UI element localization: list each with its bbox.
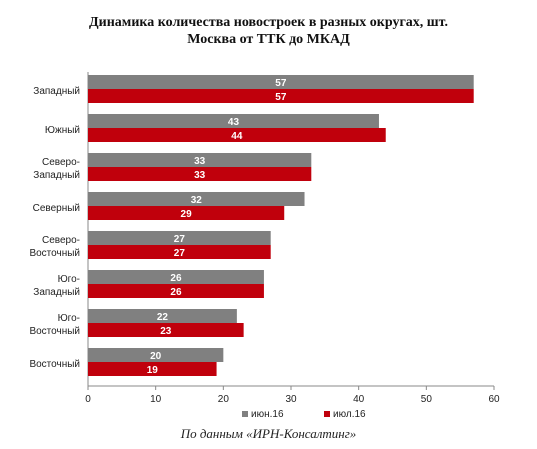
bar <box>88 245 271 259</box>
data-label: 33 <box>194 170 206 181</box>
category-label: Юго- <box>58 274 80 285</box>
category-label: Восточный <box>29 326 80 337</box>
x-tick-label: 40 <box>353 394 365 405</box>
data-label: 22 <box>157 312 169 323</box>
legend-swatch <box>324 411 330 417</box>
data-label: 19 <box>147 365 159 376</box>
bar <box>88 206 285 220</box>
category-label: Северный <box>33 203 80 214</box>
category-label: Северо- <box>42 157 80 168</box>
source-note: По данным «ИРН-Консалтинг» <box>180 426 357 441</box>
legend-label: июн.16 <box>251 409 284 420</box>
bar <box>88 89 474 103</box>
x-tick-label: 30 <box>285 394 297 405</box>
x-tick-label: 20 <box>218 394 230 405</box>
bar <box>88 114 379 128</box>
category-label: Восточный <box>29 359 80 370</box>
bar <box>88 192 305 206</box>
bar <box>88 348 224 362</box>
data-label: 29 <box>181 209 193 220</box>
bar <box>88 270 264 284</box>
data-label: 27 <box>174 234 186 245</box>
bar <box>88 323 244 337</box>
legend-swatch <box>242 411 248 417</box>
data-label: 23 <box>160 326 172 337</box>
data-label: 57 <box>275 78 287 89</box>
chart-subtitle: Москва от ТТК до МКАД <box>187 32 350 47</box>
data-label: 26 <box>170 287 182 298</box>
data-label: 44 <box>231 131 243 142</box>
data-label: 43 <box>228 117 240 128</box>
category-label: Западный <box>33 287 80 298</box>
category-label: Южный <box>45 125 80 136</box>
bar <box>88 362 217 376</box>
data-label: 20 <box>150 351 162 362</box>
x-tick-label: 10 <box>150 394 162 405</box>
data-label: 27 <box>174 248 186 259</box>
category-label: Юго- <box>58 313 80 324</box>
category-label: Восточный <box>29 248 80 259</box>
bar <box>88 75 474 89</box>
chart-title: Динамика количества новостроек в разных … <box>89 15 448 30</box>
bar <box>88 153 312 167</box>
category-label: Западный <box>33 170 80 181</box>
data-label: 26 <box>170 273 182 284</box>
legend-label: июл.16 <box>333 409 366 420</box>
data-label: 33 <box>194 156 206 167</box>
bar <box>88 231 271 245</box>
x-tick-label: 60 <box>488 394 500 405</box>
bar <box>88 128 386 142</box>
category-label: Северо- <box>42 235 80 246</box>
x-tick-label: 0 <box>85 394 91 405</box>
bar <box>88 167 312 181</box>
bar <box>88 284 264 298</box>
data-label: 57 <box>275 92 287 103</box>
x-tick-label: 50 <box>421 394 433 405</box>
data-label: 32 <box>191 195 203 206</box>
category-label: Западный <box>33 86 80 97</box>
bar <box>88 309 237 323</box>
